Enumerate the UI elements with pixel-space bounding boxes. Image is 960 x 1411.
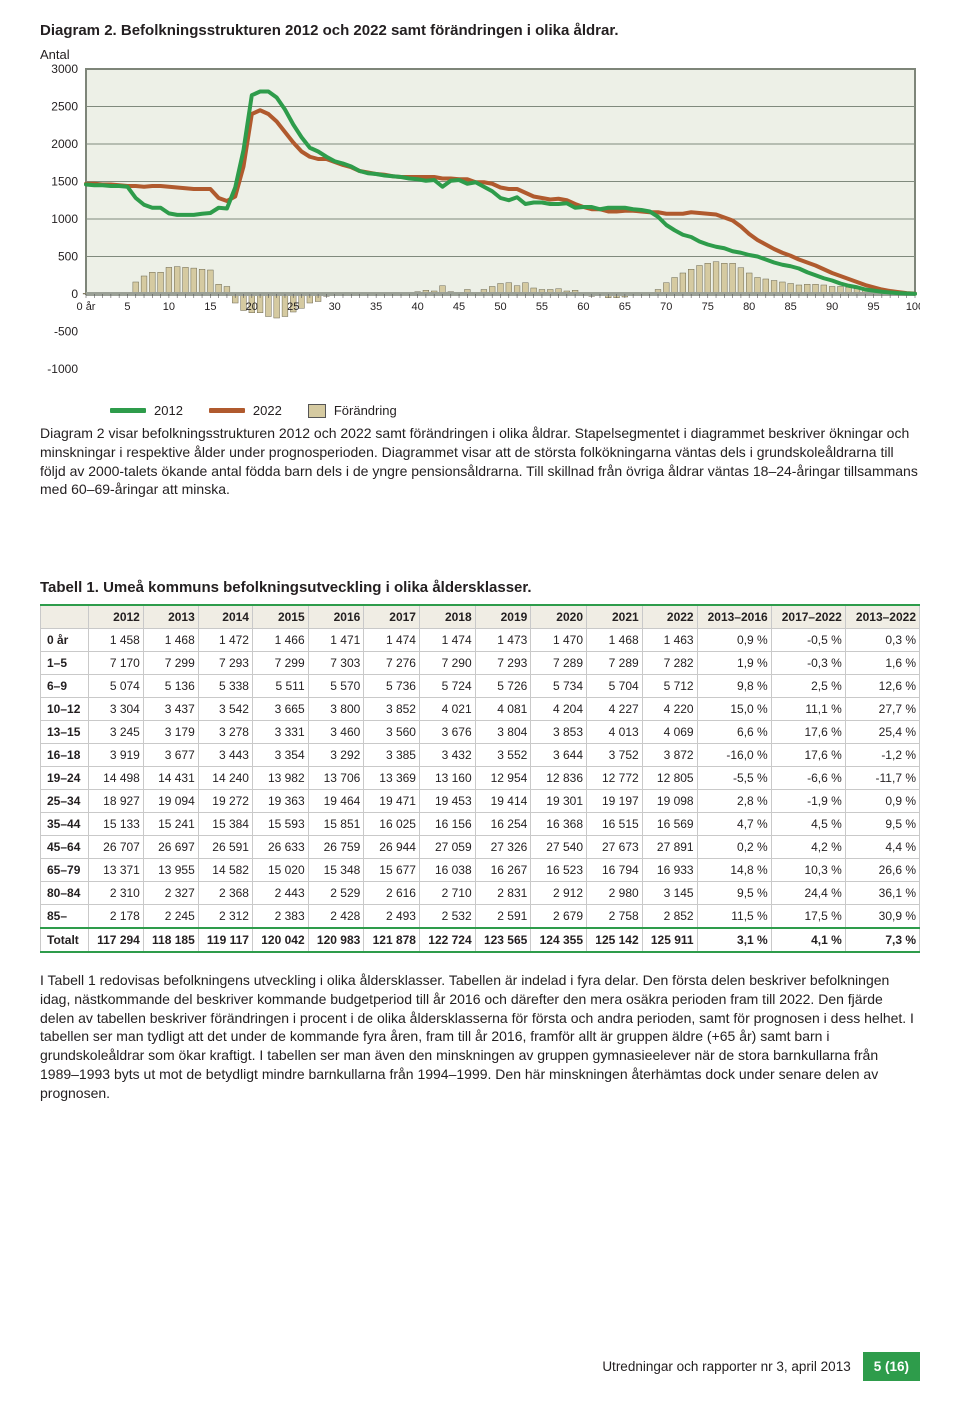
legend-line-2012 (110, 408, 146, 413)
svg-text:1000: 1000 (51, 212, 78, 226)
chart-plot-area: 3000 2500 2000 1500 1000 500 0 -500 -1000 0 år 5 10… (40, 64, 920, 397)
svg-text:80: 80 (743, 301, 755, 313)
svg-text:90: 90 (826, 301, 838, 313)
table-title: Tabell 1. Umeå kommuns befolkningsutveck… (40, 579, 920, 596)
svg-text:20: 20 (246, 301, 258, 313)
diagram-caption: Diagram 2 visar befolkningsstrukturen 20… (40, 424, 920, 499)
svg-text:3000: 3000 (51, 64, 78, 76)
legend-label-2012: 2012 (154, 403, 183, 418)
svg-text:2000: 2000 (51, 137, 78, 151)
population-chart: 3000 2500 2000 1500 1000 500 0 -500 -1000 0 år 5 10… (40, 64, 920, 394)
svg-text:65: 65 (619, 301, 631, 313)
svg-text:25: 25 (287, 301, 299, 313)
svg-text:85: 85 (785, 301, 797, 313)
legend-2012: 2012 (110, 403, 183, 418)
chart-legend: 2012 2022 Förändring (110, 403, 920, 418)
legend-2022: 2022 (209, 403, 282, 418)
legend-line-2022 (209, 408, 245, 413)
svg-text:45: 45 (453, 301, 465, 313)
legend-forandring: Förändring (308, 403, 397, 418)
svg-text:1500: 1500 (51, 175, 78, 189)
footer-text: Utredningar och rapporter nr 3, april 20… (602, 1352, 862, 1381)
svg-text:100: 100 (906, 301, 920, 313)
svg-text:95: 95 (867, 301, 879, 313)
svg-text:2500: 2500 (51, 100, 78, 114)
svg-text:5: 5 (124, 301, 130, 313)
table-caption: I Tabell 1 redovisas befolkningens utvec… (40, 971, 920, 1102)
footer-page: 5 (16) (863, 1352, 920, 1381)
svg-text:35: 35 (370, 301, 382, 313)
legend-label-forandring: Förändring (334, 403, 397, 418)
svg-text:30: 30 (329, 301, 341, 313)
svg-text:55: 55 (536, 301, 548, 313)
population-table: 2012201320142015201620172018201920202021… (40, 604, 920, 953)
svg-text:-500: -500 (54, 325, 78, 339)
page-footer: Utredningar och rapporter nr 3, april 20… (602, 1352, 920, 1381)
svg-text:0 år: 0 år (77, 301, 96, 313)
svg-text:10: 10 (163, 301, 175, 313)
svg-text:40: 40 (411, 301, 423, 313)
svg-text:70: 70 (660, 301, 672, 313)
legend-box-forandring (308, 404, 326, 418)
svg-text:0: 0 (71, 287, 78, 301)
svg-text:-1000: -1000 (47, 362, 78, 376)
svg-text:75: 75 (702, 301, 714, 313)
diagram-title: Diagram 2. Befolkningsstrukturen 2012 oc… (40, 22, 920, 39)
svg-text:50: 50 (494, 301, 506, 313)
y-axis-label: Antal (40, 47, 920, 62)
svg-text:500: 500 (58, 250, 78, 264)
legend-label-2022: 2022 (253, 403, 282, 418)
svg-text:15: 15 (204, 301, 216, 313)
svg-text:60: 60 (577, 301, 589, 313)
